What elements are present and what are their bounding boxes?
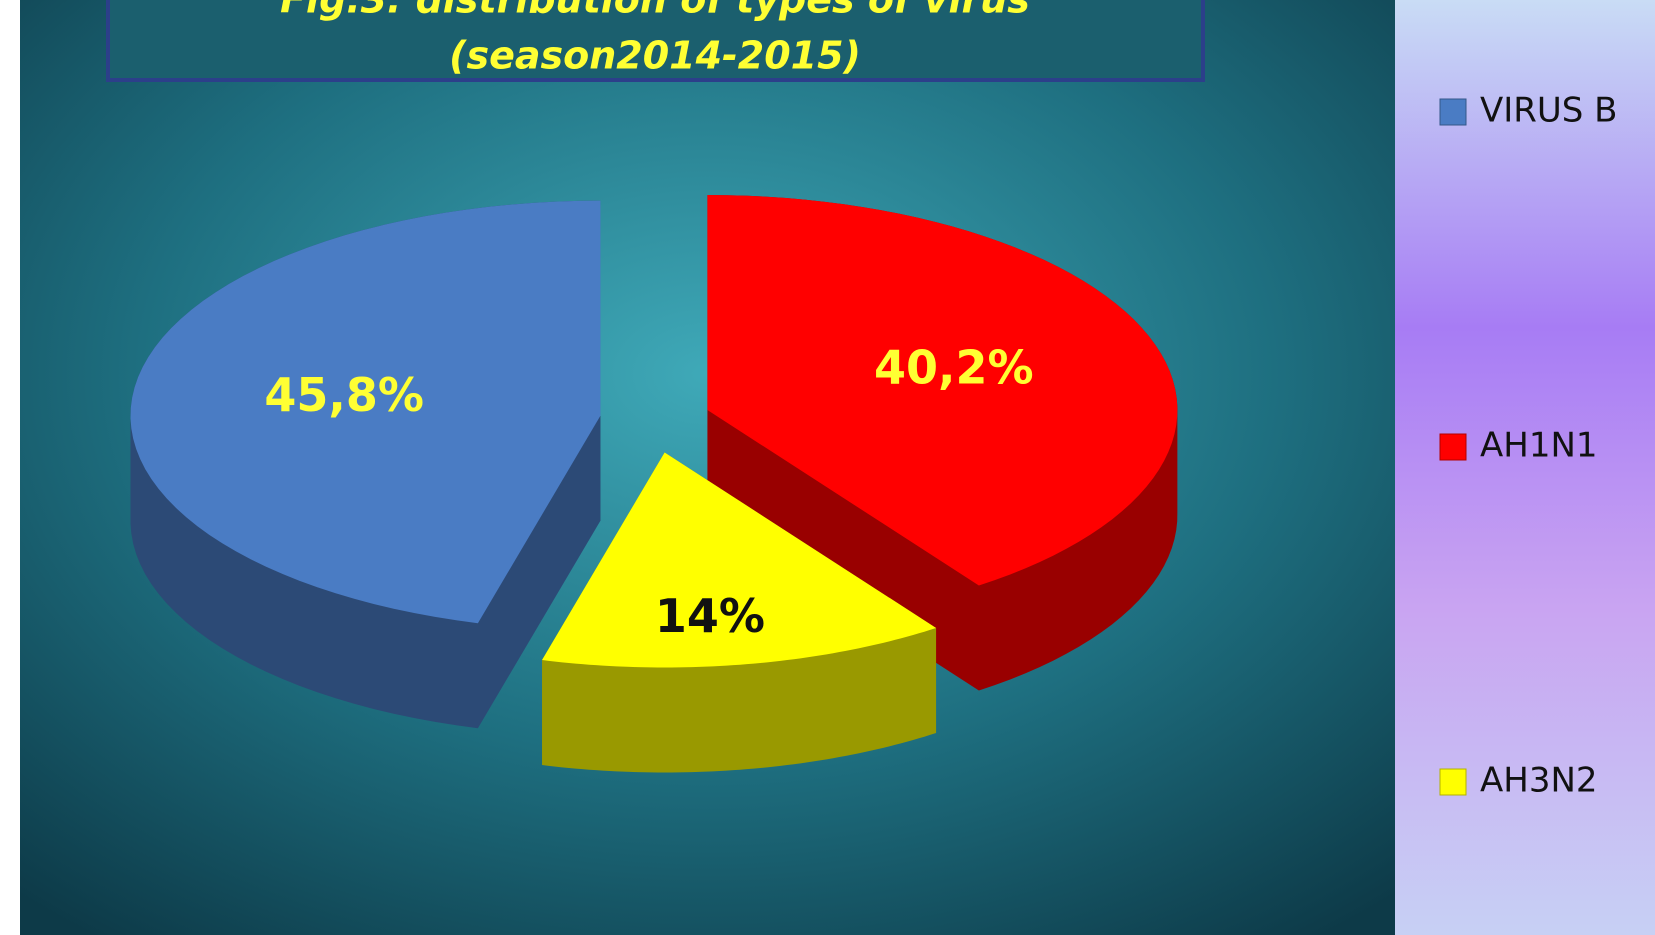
data-label: 14%: [655, 589, 765, 643]
data-label: 40,2%: [874, 340, 1034, 394]
legend-label: AH1N1: [1480, 426, 1598, 466]
title-box: [106, 0, 1205, 82]
slice: [707, 194, 1178, 586]
slice: [542, 452, 937, 668]
legend-label: AH3N2: [1480, 761, 1598, 801]
legend-swatch: [1439, 768, 1467, 796]
data-label: 45,8%: [264, 368, 424, 422]
legend-swatch: [1439, 433, 1467, 461]
chart-title: Fig.3: distribution of types of virus: [280, 0, 1030, 22]
slice: [130, 200, 601, 624]
legend-swatch: [1439, 98, 1467, 126]
legend-background: [1395, 0, 1655, 935]
chart-subtitle: (season2014-2015): [449, 34, 861, 78]
legend-label: VIRUS B: [1480, 91, 1618, 131]
